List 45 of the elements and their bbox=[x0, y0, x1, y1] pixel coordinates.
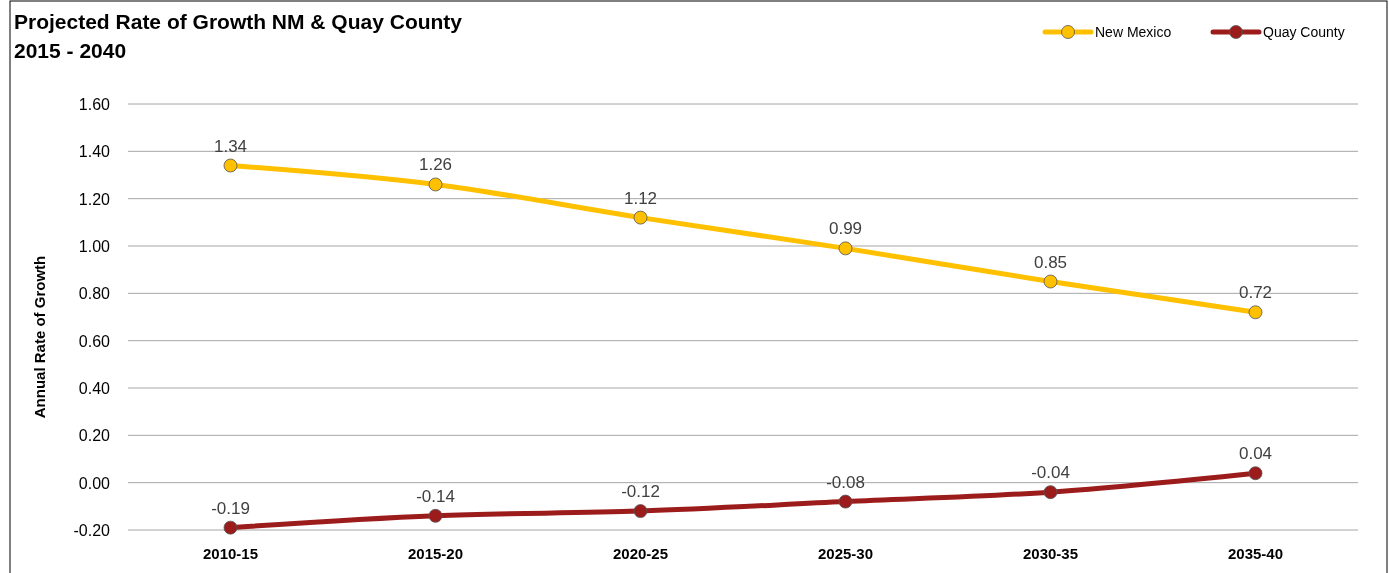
y-tick-label: 1.20 bbox=[78, 190, 111, 208]
x-tick-label: 2025-30 bbox=[817, 545, 874, 562]
point bbox=[1043, 485, 1058, 500]
x-tick-label: 2010-15 bbox=[202, 545, 259, 562]
data-label: -0.04 bbox=[1031, 463, 1070, 483]
data-label: -0.14 bbox=[416, 486, 455, 506]
data-label: 0.72 bbox=[1238, 283, 1273, 303]
point bbox=[838, 494, 853, 509]
point bbox=[1248, 466, 1263, 481]
y-tick-label: 0.00 bbox=[78, 474, 111, 492]
y-tick-label: 0.20 bbox=[78, 427, 111, 445]
x-tick-label: 2020-25 bbox=[612, 545, 669, 562]
y-tick-label: 0.60 bbox=[78, 332, 111, 350]
data-label: 1.12 bbox=[623, 188, 658, 208]
data-label: 0.99 bbox=[828, 219, 863, 239]
y-tick-label: 1.40 bbox=[78, 143, 111, 161]
data-label: -0.19 bbox=[211, 498, 250, 518]
y-tick-label: 0.40 bbox=[78, 380, 111, 397]
x-tick-label: 2015-20 bbox=[407, 545, 464, 562]
y-tick-label: 1.00 bbox=[78, 238, 111, 255]
data-label: 0.85 bbox=[1033, 252, 1068, 272]
data-label: 1.26 bbox=[418, 155, 453, 175]
y-axis-title: Annual Rate of Growth bbox=[31, 255, 48, 419]
x-tick-label: 2035-40 bbox=[1227, 545, 1284, 562]
point bbox=[223, 520, 238, 535]
point bbox=[1248, 305, 1263, 320]
point bbox=[428, 177, 443, 192]
point bbox=[1043, 274, 1058, 289]
point bbox=[633, 504, 648, 518]
y-tick-label: -0.20 bbox=[73, 522, 111, 539]
y-tick-label: 1.60 bbox=[78, 96, 111, 113]
data-label: 1.34 bbox=[213, 136, 248, 156]
point bbox=[838, 241, 853, 256]
legend-label: Quay County bbox=[1263, 24, 1345, 40]
data-label: -0.12 bbox=[621, 482, 660, 502]
chart-title: Projected Rate of Growth NM & Quay County bbox=[14, 10, 463, 33]
data-label: -0.08 bbox=[826, 472, 865, 492]
point bbox=[428, 508, 443, 523]
legend-label: New Mexico bbox=[1095, 24, 1172, 40]
y-tick-label: 0.80 bbox=[78, 285, 111, 303]
x-tick-label: 2030-35 bbox=[1022, 545, 1079, 562]
point bbox=[633, 210, 648, 225]
point bbox=[223, 158, 238, 173]
data-label: 0.04 bbox=[1238, 444, 1273, 464]
chart-subtitle: 2015 - 2040 bbox=[14, 39, 127, 62]
